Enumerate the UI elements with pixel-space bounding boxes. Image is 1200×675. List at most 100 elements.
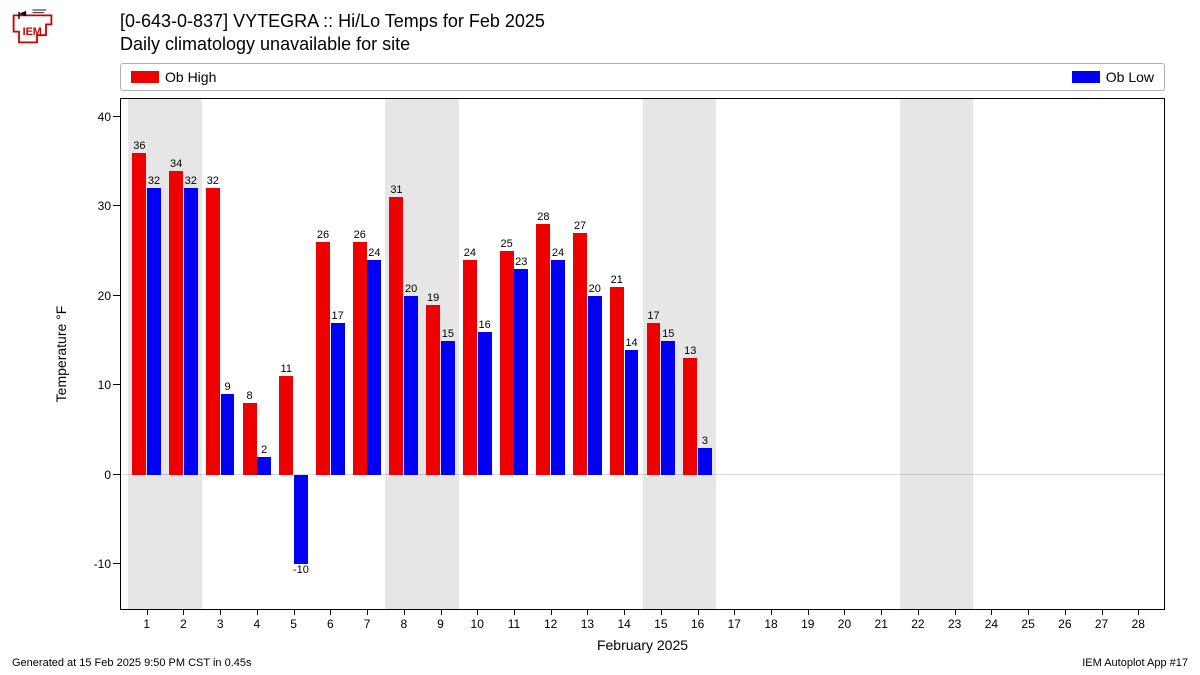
x-tick [1102,609,1103,615]
bar-high [132,153,146,475]
x-tick [147,609,148,615]
bar-high [426,305,440,475]
chart-title: [0-643-0-837] VYTEGRA :: Hi/Lo Temps for… [120,10,545,57]
x-tick [220,609,221,615]
x-tick [477,609,478,615]
x-tick [661,609,662,615]
y-tick-label: 30 [98,199,111,213]
bar-high-label: 26 [354,229,366,241]
bar-low-label: 32 [148,175,160,187]
bar-low [221,394,235,475]
legend-swatch-high [131,71,159,83]
y-tick [113,116,121,117]
x-tick-label: 6 [327,617,334,631]
x-tick [918,609,919,615]
legend-swatch-low [1072,71,1100,83]
y-tick-label: 10 [98,378,111,392]
x-tick [1065,609,1066,615]
svg-text:IEM: IEM [23,26,42,38]
bar-high [316,242,330,475]
x-tick-label: 13 [581,617,594,631]
bar-high [500,251,514,475]
bar-high-label: 8 [246,390,252,402]
y-axis-label: Temperature °F [53,306,69,403]
y-tick-label: 40 [98,110,111,124]
x-tick-label: 18 [764,617,777,631]
bar-low [367,260,381,475]
x-tick-label: 14 [617,617,630,631]
bar-low-label: 14 [625,337,637,349]
bar-low [551,260,565,475]
x-tick-label: 28 [1132,617,1145,631]
x-tick [624,609,625,615]
x-tick-label: 27 [1095,617,1108,631]
footer-generated: Generated at 15 Feb 2025 9:50 PM CST in … [12,657,252,669]
x-tick-label: 23 [948,617,961,631]
bar-low [514,269,528,475]
title-line-2: Daily climatology unavailable for site [120,33,545,56]
x-tick-label: 12 [544,617,557,631]
bar-high [389,197,403,474]
x-tick [881,609,882,615]
bar-high [610,287,624,475]
bar-low-label: 24 [552,247,564,259]
bar-high [463,260,477,475]
bar-low-label: 16 [478,319,490,331]
bar-high [647,323,661,475]
x-tick-label: 21 [875,617,888,631]
legend: Ob High Ob Low [120,63,1165,91]
x-tick [1138,609,1139,615]
x-tick [734,609,735,615]
bar-low [441,341,455,475]
footer-app: IEM Autoplot App #17 [1082,657,1188,669]
bar-high [279,376,293,474]
bar-high-label: 11 [281,363,292,375]
title-line-1: [0-643-0-837] VYTEGRA :: Hi/Lo Temps for… [120,10,545,33]
legend-label-high: Ob High [165,69,216,85]
y-tick-label: -10 [94,557,111,571]
x-tick-label: 19 [801,617,814,631]
x-tick [844,609,845,615]
x-tick [955,609,956,615]
bar-high-label: 19 [427,292,439,304]
bar-low-label: 24 [368,247,380,259]
bar-high [573,233,587,475]
x-tick-label: 20 [838,617,851,631]
bar-low-label: 32 [185,175,197,187]
x-tick-label: 8 [400,617,407,631]
bar-high-label: 17 [647,310,659,322]
y-tick [113,474,121,475]
x-tick-label: 26 [1058,617,1071,631]
x-tick-label: 11 [508,617,520,631]
bar-low [147,188,161,474]
x-tick [257,609,258,615]
y-tick [113,563,121,564]
bar-low [661,341,675,475]
x-tick-label: 17 [728,617,741,631]
x-tick-label: 22 [911,617,924,631]
x-tick-label: 10 [471,617,484,631]
weekend-shade [900,99,973,609]
y-tick [113,205,121,206]
plot-area: 363234323298211-102617262431201915241625… [120,98,1165,610]
bar-high-label: 36 [133,140,145,152]
x-tick [330,609,331,615]
x-axis-label: February 2025 [597,637,688,653]
x-tick [441,609,442,615]
x-tick [698,609,699,615]
x-tick-label: 7 [364,617,371,631]
bar-high [243,403,257,475]
bar-low [625,350,639,475]
bar-high [169,171,183,475]
x-tick [367,609,368,615]
bar-high-label: 24 [464,247,476,259]
y-tick [113,384,121,385]
bar-high-label: 34 [170,158,182,170]
x-tick-label: 16 [691,617,704,631]
y-tick-label: 0 [104,468,111,482]
x-tick [991,609,992,615]
bar-high [206,188,220,474]
bar-high-label: 25 [500,238,512,250]
bar-low-label: 20 [405,283,417,295]
x-tick [183,609,184,615]
